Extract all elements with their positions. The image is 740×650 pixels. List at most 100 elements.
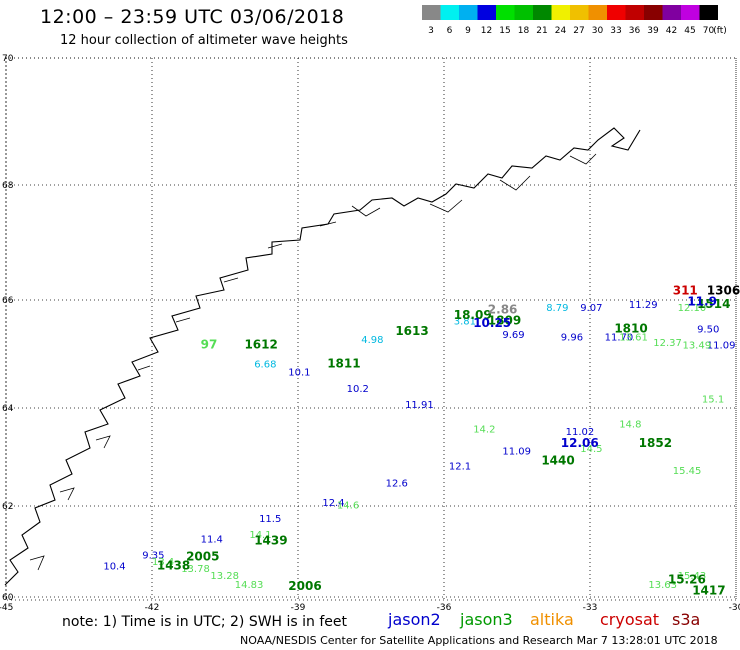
legend-swatch (440, 5, 459, 20)
wave-height-reading: 11.4 (201, 534, 223, 545)
legend-label: 45 (684, 26, 695, 36)
wave-height-reading: 11.5 (259, 514, 281, 525)
pass-time-label: 1811 (327, 357, 360, 371)
legend-swatch (662, 5, 681, 20)
legend-swatch (625, 5, 644, 20)
pass-time-label: 11.9 (687, 294, 717, 308)
wave-height-reading: 13.61 (619, 333, 648, 344)
pass-time-label: 1612 (244, 338, 277, 352)
lon-tick-label: -39 (291, 603, 306, 613)
wave-height-reading: 10.2 (347, 384, 369, 395)
wave-height-reading: 15.43 (678, 571, 707, 582)
legend-label: 39 (647, 26, 659, 36)
wave-height-reading: 11.02 (566, 427, 595, 438)
lat-tick-label: 64 (2, 404, 14, 414)
legend-label: 9 (465, 26, 471, 36)
wave-height-reading: 15.1 (702, 395, 724, 406)
legend-label: 30 (592, 26, 604, 36)
legend-swatch (533, 5, 552, 20)
lat-tick-label: 70 (2, 54, 14, 64)
pass-time-label: 18.09 (454, 308, 492, 322)
satellite-name: altika (530, 610, 574, 629)
legend-swatch (514, 5, 533, 20)
coastline-fjords (29, 153, 597, 571)
pass-time-label: 1417 (692, 584, 725, 598)
pass-time-label: 311 (673, 283, 698, 297)
legend-label: 21 (536, 26, 547, 36)
legend-swatch (607, 5, 626, 20)
wave-height-reading: 9.96 (561, 333, 583, 344)
wave-height-reading: 14.5 (580, 444, 602, 455)
wave-height-reading: 14.6 (337, 500, 359, 511)
wave-height-reading: 11.09 (707, 341, 736, 352)
wave-height-reading: 14.1 (249, 530, 271, 541)
axis-tick-labels: -45 -42 -39 -36 -33 -30 70 68 66 64 62 60 (0, 54, 740, 613)
wave-height-reading: 12.1 (449, 461, 471, 472)
wave-height-reading: 3.81 (454, 316, 476, 327)
legend-swatch (681, 5, 700, 20)
wave-height-reading: 14.8 (619, 420, 641, 431)
wave-height-reading: 12.6 (386, 478, 408, 489)
wave-height-reading: 12.10 (678, 303, 707, 314)
pass-time-label: 2005 (186, 550, 219, 564)
pass-time-label: 1306 (707, 283, 740, 297)
wave-height-reading: 14.83 (235, 580, 264, 591)
lat-tick-label: 68 (2, 181, 14, 191)
pass-time-label: 1810 (614, 321, 647, 335)
wave-height-reading: 11.91 (405, 400, 434, 411)
wave-height-reading: 13.63 (648, 580, 677, 591)
wave-height-reading: 13.78 (181, 564, 210, 575)
wave-height-reading: 9.07 (580, 303, 602, 314)
pass-time-label: 1439 (254, 534, 287, 548)
legend-swatch (477, 5, 496, 20)
wave-height-reading: 8.79 (546, 303, 568, 314)
pass-time-label: 1613 (395, 324, 428, 338)
satellite-name: cryosat (600, 610, 660, 629)
pass-time-label: 1809 (488, 313, 521, 327)
legend-label: 24 (555, 26, 567, 36)
legend-label: 42 (666, 26, 677, 36)
wave-height-reading: 13.4 (152, 557, 174, 568)
wave-height-reading: 11.70 (605, 333, 634, 344)
satellite-name: jason3 (460, 610, 513, 629)
legend-label: 15 (499, 26, 510, 36)
footnote: note: 1) Time is in UTC; 2) SWH is in fe… (62, 614, 348, 630)
pass-time-label: 12.06 (561, 436, 599, 450)
legend-swatch (496, 5, 515, 20)
legend-swatch (699, 5, 718, 20)
credit-line: NOAA/NESDIS Center for Satellite Applica… (240, 634, 718, 647)
wave-height-reading: 4.98 (361, 335, 383, 346)
legend-swatch (644, 5, 663, 20)
legend-label: 27 (573, 26, 584, 36)
satellite-name: jason2 (388, 610, 441, 629)
legend-label: 3 (428, 26, 434, 36)
legend-swatch (459, 5, 478, 20)
legend-swatch (551, 5, 570, 20)
legend-swatch (588, 5, 607, 20)
wave-height-reading: 13.49 (682, 341, 711, 352)
pass-time-label: 1440 (541, 453, 574, 467)
color-legend: 3 6 9 12 15 18 21 24 27 30 33 36 39 42 45 70(ft) (422, 5, 727, 36)
legend-label: 70 (703, 26, 715, 36)
wave-height-reading: 9.35 (142, 550, 164, 561)
wave-height-reading: 9.69 (502, 330, 524, 341)
altimeter-tracks: 10.4 9.35 11.4 11.5 12.4 12.6 12.1 11.09 11.02 10… (103, 300, 735, 591)
lat-tick-label: 62 (2, 502, 13, 512)
page-subtitle: 12 hour collection of altimeter wave hei… (60, 33, 348, 48)
wave-height-reading: 12.37 (653, 338, 682, 349)
pass-time-label: 1852 (639, 436, 672, 450)
wave-height-reading: 10.1 (288, 368, 310, 379)
page-title: 12:00 – 23:59 UTC 03/06/2018 (40, 6, 345, 28)
lon-tick-label: -33 (583, 603, 598, 613)
legend-swatch (422, 5, 441, 20)
legend-label: 18 (518, 26, 530, 36)
lon-tick-label: -30 (729, 603, 740, 613)
pass-time-label: 1514 (697, 297, 730, 311)
wave-height-reading: 14.2 (473, 425, 495, 436)
lon-tick-label: -42 (145, 603, 160, 613)
lat-lon-grid (5, 57, 737, 601)
lon-tick-label: -36 (437, 603, 452, 613)
pass-time-label: 97 (201, 338, 218, 352)
